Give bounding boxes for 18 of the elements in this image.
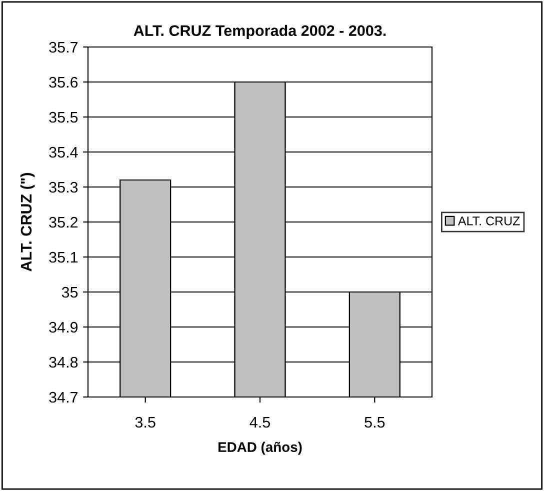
y-tick-label: 34.8 (49, 356, 78, 368)
y-tick-label: 35.5 (49, 112, 78, 123)
y-tick-label: 35.3 (49, 182, 78, 193)
legend-label: ALT. CRUZ (458, 216, 520, 226)
x-tick-label: 3.5 (135, 416, 156, 428)
y-tick-label: 35.1 (49, 252, 78, 263)
x-tick-label: 5.5 (364, 417, 385, 428)
y-tick-label: 35.7 (49, 42, 78, 53)
y-axis-title: ALT. CRUZ (") (20, 173, 35, 272)
y-tick-label: 34.7 (49, 392, 78, 403)
y-tick-label: 35.4 (49, 146, 78, 158)
x-axis-title: EDAD (años) (218, 442, 302, 455)
y-tick-label: 35.6 (49, 76, 78, 88)
chart-title: ALT. CRUZ Temporada 2002 - 2003. (134, 24, 386, 40)
y-tick-label: 35 (62, 286, 78, 298)
y-tick-label: 34.9 (49, 322, 78, 333)
y-tick-label: 35.2 (49, 216, 78, 228)
x-tick-label: 4.5 (250, 417, 270, 428)
